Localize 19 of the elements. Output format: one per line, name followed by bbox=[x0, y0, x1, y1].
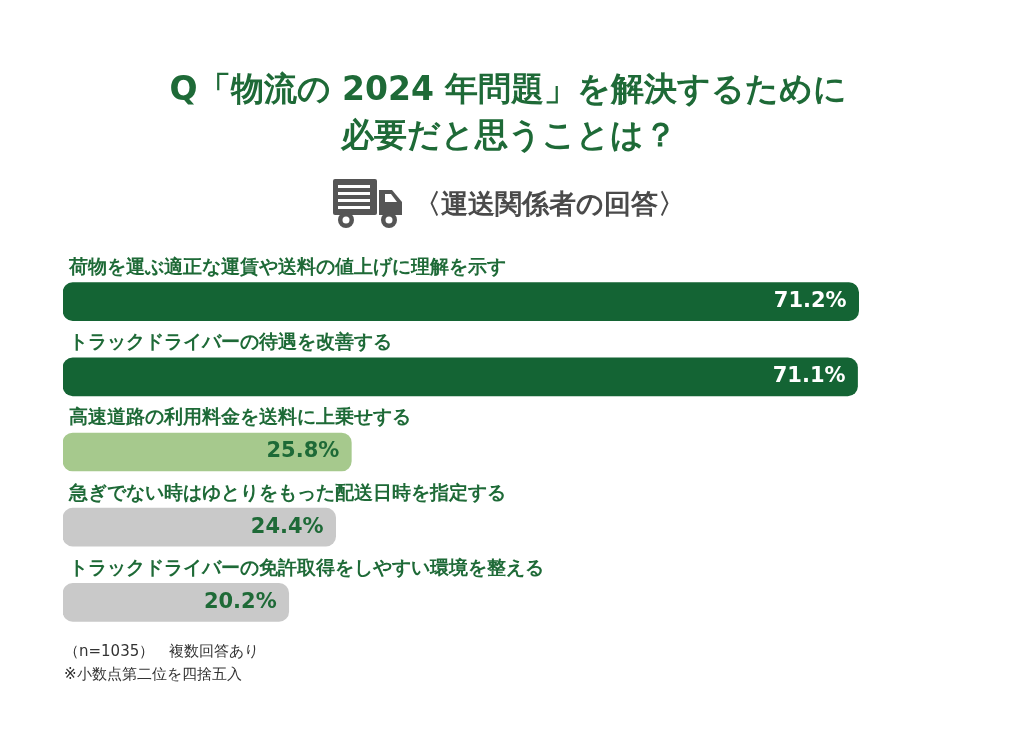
y-tick-label: 急ぎでない時はゆとりをもった配送日時を指定する bbox=[68, 480, 506, 503]
text: ※小数点第二位を四捨五入 bbox=[64, 664, 243, 685]
data-label: 25.8% bbox=[266, 438, 340, 463]
data-label: 24.4% bbox=[250, 513, 324, 538]
y-tick-label: 荷物を運ぶ適正な運賃や送料の値上げに理解を示す bbox=[68, 255, 506, 278]
bar bbox=[63, 432, 352, 472]
chart-subtitle: 〈運送関係者の回答〉 bbox=[414, 187, 685, 221]
data-label: 20.2% bbox=[203, 588, 277, 613]
y-tick-label: トラックドライバーの待遇を改善する bbox=[69, 330, 392, 353]
bar bbox=[63, 507, 336, 547]
bar bbox=[63, 282, 859, 321]
data-label: 71.1% bbox=[772, 363, 846, 388]
y-tick-label: 高速道路の利用料金を送料に上乗せする bbox=[69, 405, 411, 428]
bar bbox=[63, 583, 290, 622]
text: （n=1035） 複数回答あり bbox=[64, 641, 260, 662]
chart-title: Q「物流の 2024 年問題」を解決するために必要だと思うことは？ bbox=[168, 68, 849, 156]
y-tick-label: トラックドライバーの免許取得をしやすい環境を整える bbox=[69, 555, 544, 578]
bar bbox=[63, 357, 858, 397]
data-label: 71.2% bbox=[773, 288, 847, 313]
